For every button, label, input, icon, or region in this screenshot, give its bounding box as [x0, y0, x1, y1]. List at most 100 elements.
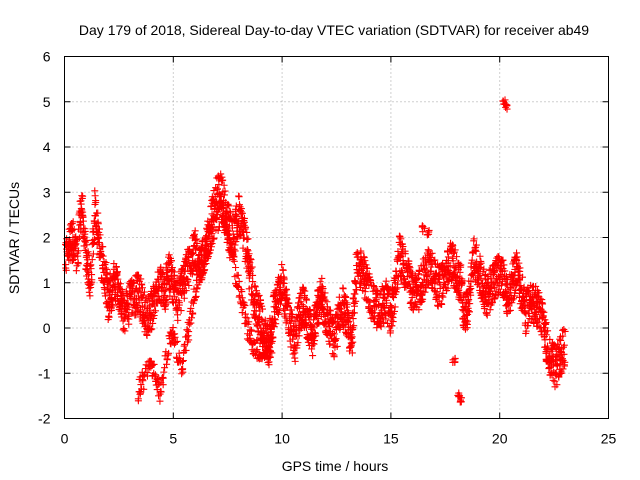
- data-point-marker: [258, 302, 266, 310]
- data-point-marker: [227, 239, 235, 247]
- data-point-marker: [243, 246, 251, 254]
- data-point-marker: [453, 253, 461, 261]
- data-point-marker: [521, 309, 529, 317]
- chart-title: Day 179 of 2018, Sidereal Day-to-day VTE…: [79, 22, 589, 38]
- data-point-marker: [137, 275, 145, 283]
- y-tick-label: 6: [43, 49, 51, 65]
- x-tick-label: 20: [492, 431, 508, 447]
- data-point-marker: [179, 357, 187, 365]
- data-point-marker: [540, 308, 548, 316]
- data-point-marker: [234, 271, 242, 279]
- data-point-marker: [232, 264, 240, 272]
- data-point-marker: [150, 369, 158, 377]
- data-point-marker: [516, 264, 524, 272]
- data-point-marker: [69, 257, 77, 265]
- data-point-marker: [254, 292, 262, 300]
- data-point-marker: [246, 334, 254, 342]
- data-point-marker: [433, 288, 441, 296]
- data-point-marker: [164, 351, 172, 359]
- data-point-marker: [381, 304, 389, 312]
- data-point-marker: [231, 241, 239, 249]
- data-point-marker: [504, 275, 512, 283]
- data-point-marker: [380, 319, 388, 327]
- data-point-marker: [105, 313, 113, 321]
- data-point-marker: [108, 301, 116, 309]
- data-point-marker: [68, 220, 76, 228]
- data-point-marker: [301, 287, 309, 295]
- data-point-marker: [391, 307, 399, 315]
- data-point-marker: [363, 264, 371, 272]
- x-tick-label: 15: [383, 431, 399, 447]
- data-point-marker: [215, 181, 223, 189]
- data-point-marker: [94, 218, 102, 226]
- data-point-marker: [171, 333, 179, 341]
- data-point-marker: [343, 329, 351, 337]
- data-point-marker: [151, 371, 159, 379]
- data-point-marker: [235, 193, 243, 201]
- data-point-marker: [147, 326, 155, 334]
- data-point-marker: [350, 322, 358, 330]
- data-point-marker: [308, 323, 316, 331]
- data-point-marker: [189, 250, 197, 258]
- data-point-marker: [416, 268, 424, 276]
- data-point-marker: [534, 318, 542, 326]
- data-point-marker: [219, 176, 227, 184]
- data-point-marker: [544, 327, 552, 335]
- data-point-marker: [88, 278, 96, 286]
- data-point-marker: [159, 374, 167, 382]
- data-point-marker: [74, 252, 82, 260]
- data-point-marker: [506, 306, 514, 314]
- data-point-marker: [221, 187, 229, 195]
- data-point-marker: [283, 291, 291, 299]
- data-point-marker: [310, 316, 318, 324]
- data-point-marker: [230, 257, 238, 265]
- data-point-marker: [247, 256, 255, 264]
- data-point-marker: [90, 235, 98, 243]
- data-point-marker: [326, 307, 334, 315]
- data-point-marker: [531, 309, 539, 317]
- data-point-marker: [536, 315, 544, 323]
- data-point-marker: [461, 325, 469, 333]
- data-point-marker: [238, 309, 246, 317]
- data-point-marker: [517, 282, 525, 290]
- data-point-marker: [338, 305, 346, 313]
- data-point-marker: [232, 202, 240, 210]
- data-point-marker: [62, 266, 70, 274]
- data-point-marker: [353, 286, 361, 294]
- data-point-marker: [135, 271, 143, 279]
- data-point-marker: [187, 319, 195, 327]
- data-point-marker: [165, 349, 173, 357]
- data-point-marker: [423, 231, 431, 239]
- data-point-marker: [538, 299, 546, 307]
- data-point-marker: [421, 288, 429, 296]
- data-point-marker: [351, 290, 359, 298]
- data-point-marker: [472, 241, 480, 249]
- data-point-marker: [475, 279, 483, 287]
- data-point-marker: [79, 192, 87, 200]
- data-point-marker: [339, 285, 347, 293]
- y-tick-label: -2: [38, 411, 51, 427]
- data-point-marker: [68, 226, 76, 234]
- data-point-marker: [476, 260, 484, 268]
- y-tick-label: 3: [43, 184, 51, 200]
- data-point-marker: [95, 225, 103, 233]
- data-point-marker: [361, 257, 369, 265]
- data-point-marker: [234, 282, 242, 290]
- data-point-marker: [153, 376, 161, 384]
- data-point-marker: [182, 346, 190, 354]
- data-point-marker: [222, 226, 230, 234]
- data-point-marker: [134, 397, 142, 405]
- data-point-marker: [223, 230, 231, 238]
- data-point-marker: [89, 250, 97, 258]
- data-point-marker: [220, 191, 228, 199]
- data-point-marker: [237, 208, 245, 216]
- data-point-marker: [159, 381, 167, 389]
- data-point-marker: [238, 294, 246, 302]
- data-point-marker: [382, 315, 390, 323]
- data-point-marker: [244, 235, 252, 243]
- data-point-marker: [140, 385, 148, 393]
- data-point-marker: [431, 256, 439, 264]
- data-point-marker: [256, 321, 264, 329]
- data-point-marker: [345, 314, 353, 322]
- data-point-marker: [185, 281, 193, 289]
